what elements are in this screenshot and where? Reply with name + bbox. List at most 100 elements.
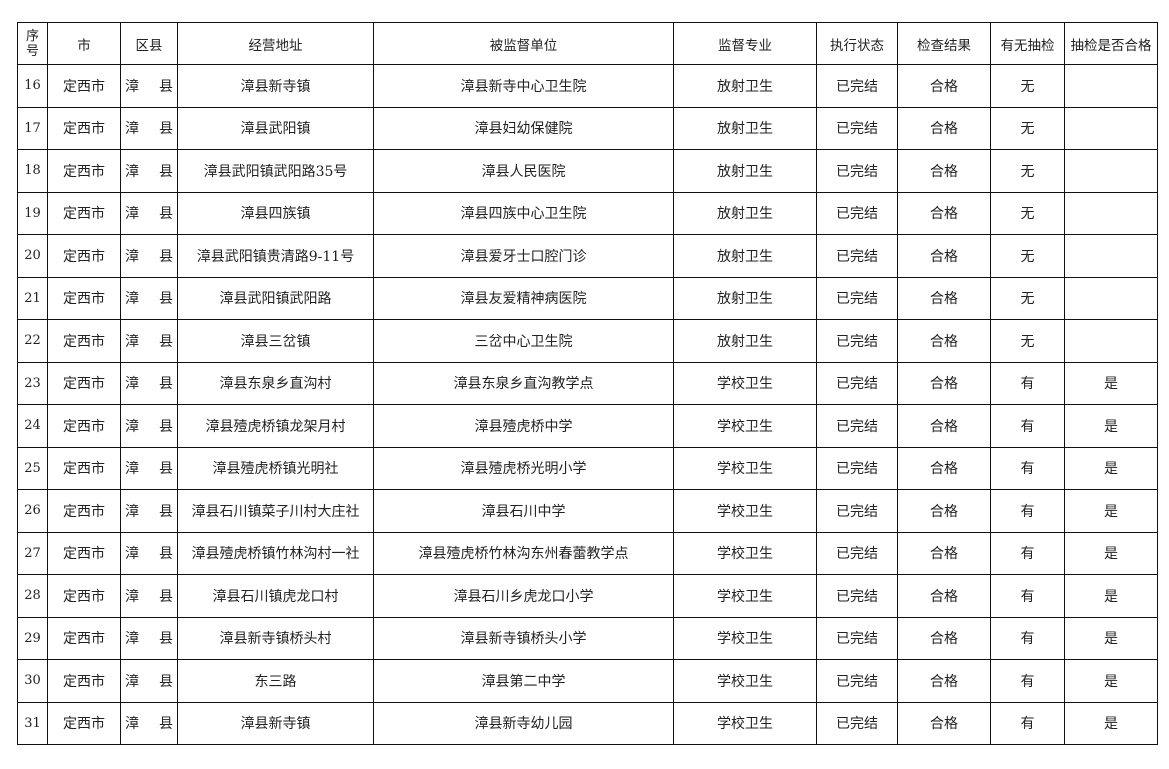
cell-address: 漳县武阳镇 — [177, 106, 374, 150]
cell-result: 合格 — [897, 659, 991, 703]
cell-city: 定西市 — [47, 659, 121, 703]
cell-specialty: 放射卫生 — [673, 191, 817, 235]
cell-city: 定西市 — [47, 489, 121, 533]
cell-result: 合格 — [897, 404, 991, 448]
cell-status: 已完结 — [816, 659, 898, 703]
cell-unit: 漳县东泉乡直沟教学点 — [373, 361, 674, 405]
cell-city: 定西市 — [47, 64, 121, 108]
cell-seq: 29 — [17, 616, 48, 660]
cell-district: 漳 县 — [120, 319, 178, 363]
cell-sampling-qualified: 是 — [1064, 659, 1158, 703]
cell-status: 已完结 — [816, 149, 898, 193]
cell-status: 已完结 — [816, 319, 898, 363]
cell-unit: 漳县爱牙士口腔门诊 — [373, 234, 674, 278]
cell-result: 合格 — [897, 616, 991, 660]
cell-seq: 26 — [17, 489, 48, 533]
cell-result: 合格 — [897, 489, 991, 533]
cell-district: 漳 县 — [120, 106, 178, 150]
table-row: 31 定西市漳 县漳县新寺镇 漳县新寺幼儿园 学校卫生 已完结 合格有是 — [17, 701, 1158, 745]
cell-sampling: 无 — [990, 234, 1065, 278]
cell-result: 合格 — [897, 446, 991, 490]
cell-sampling: 有 — [990, 659, 1065, 703]
cell-result: 合格 — [897, 701, 991, 745]
cell-address: 漳县新寺镇 — [177, 701, 374, 745]
cell-result: 合格 — [897, 319, 991, 363]
cell-district: 漳 县 — [120, 149, 178, 193]
cell-city: 定西市 — [47, 191, 121, 235]
cell-result: 合格 — [897, 64, 991, 108]
header-unit: 被监督单位 — [373, 22, 674, 65]
cell-specialty: 放射卫生 — [673, 106, 817, 150]
header-address: 经营地址 — [177, 22, 374, 65]
cell-sampling-qualified: 是 — [1064, 616, 1158, 660]
cell-address: 漳县东泉乡直沟村 — [177, 361, 374, 405]
cell-status: 已完结 — [816, 276, 898, 320]
table-row: 27 定西市漳 县漳县殪虎桥镇竹林沟村一社 漳县殪虎桥竹林沟东州春蕾教学点 学校卫生已… — [17, 531, 1158, 575]
cell-specialty: 放射卫生 — [673, 276, 817, 320]
cell-sampling-qualified: 是 — [1064, 531, 1158, 575]
cell-address: 东三路 — [177, 659, 374, 703]
cell-result: 合格 — [897, 361, 991, 405]
cell-unit: 漳县第二中学 — [373, 659, 674, 703]
header-city: 市 — [47, 22, 121, 65]
cell-result: 合格 — [897, 191, 991, 235]
cell-address: 漳县四族镇 — [177, 191, 374, 235]
cell-address: 漳县新寺镇 — [177, 64, 374, 108]
cell-seq: 18 — [17, 149, 48, 193]
cell-city: 定西市 — [47, 531, 121, 575]
header-district: 区县 — [120, 22, 178, 65]
cell-specialty: 学校卫生 — [673, 659, 817, 703]
cell-address: 漳县石川镇虎龙口村 — [177, 574, 374, 618]
cell-seq: 16 — [17, 64, 48, 108]
cell-specialty: 学校卫生 — [673, 446, 817, 490]
cell-seq: 25 — [17, 446, 48, 490]
cell-address: 漳县殪虎桥镇龙架月村 — [177, 404, 374, 448]
table-row: 21 定西市漳 县漳县武阳镇武阳路 漳县友爱精神病医院 放射卫生 已完结 合格无 — [17, 276, 1158, 320]
cell-seq: 22 — [17, 319, 48, 363]
table-row: 20 定西市漳 县漳县武阳镇贵清路9-11号 漳县爱牙士口腔门诊 放射卫生 已完结 合格无 — [17, 234, 1158, 278]
cell-result: 合格 — [897, 276, 991, 320]
cell-district: 漳 县 — [120, 361, 178, 405]
cell-sampling: 无 — [990, 319, 1065, 363]
cell-status: 已完结 — [816, 191, 898, 235]
cell-specialty: 放射卫生 — [673, 319, 817, 363]
cell-district: 漳 县 — [120, 531, 178, 575]
cell-sampling: 无 — [990, 106, 1065, 150]
cell-specialty: 学校卫生 — [673, 616, 817, 660]
cell-result: 合格 — [897, 531, 991, 575]
table-row: 19 定西市漳 县漳县四族镇 漳县四族中心卫生院 放射卫生 已完结 合格无 — [17, 191, 1158, 235]
cell-address: 漳县殪虎桥镇竹林沟村一社 — [177, 531, 374, 575]
header-row: 序号市区县 经营地址 被监督单位 监督专业 执行状态 检查结果 有无抽检 抽检是否合格 — [17, 22, 1158, 65]
cell-specialty: 学校卫生 — [673, 489, 817, 533]
cell-sampling: 有 — [990, 489, 1065, 533]
cell-city: 定西市 — [47, 446, 121, 490]
cell-sampling-qualified: 是 — [1064, 489, 1158, 533]
cell-sampling: 有 — [990, 404, 1065, 448]
cell-sampling: 无 — [990, 276, 1065, 320]
cell-city: 定西市 — [47, 574, 121, 618]
cell-status: 已完结 — [816, 64, 898, 108]
table-row: 22 定西市漳 县漳县三岔镇 三岔中心卫生院 放射卫生 已完结 合格无 — [17, 319, 1158, 363]
table-row: 28 定西市漳 县漳县石川镇虎龙口村 漳县石川乡虎龙口小学 学校卫生 已完结 合格有是 — [17, 574, 1158, 618]
cell-district: 漳 县 — [120, 489, 178, 533]
cell-sampling-qualified — [1064, 234, 1158, 278]
cell-seq: 19 — [17, 191, 48, 235]
cell-specialty: 学校卫生 — [673, 404, 817, 448]
cell-seq: 21 — [17, 276, 48, 320]
cell-unit: 漳县新寺幼儿园 — [373, 701, 674, 745]
cell-unit: 漳县新寺中心卫生院 — [373, 64, 674, 108]
cell-sampling: 有 — [990, 531, 1065, 575]
header-specialty: 监督专业 — [673, 22, 817, 65]
table-row: 23 定西市漳 县漳县东泉乡直沟村 漳县东泉乡直沟教学点 学校卫生 已完结 合格有是 — [17, 361, 1158, 405]
cell-sampling-qualified: 是 — [1064, 361, 1158, 405]
cell-status: 已完结 — [816, 446, 898, 490]
cell-address: 漳县殪虎桥镇光明社 — [177, 446, 374, 490]
table-row: 18 定西市漳 县漳县武阳镇武阳路35号 漳县人民医院 放射卫生 已完结 合格无 — [17, 149, 1158, 193]
cell-sampling-qualified — [1064, 319, 1158, 363]
cell-address: 漳县新寺镇桥头村 — [177, 616, 374, 660]
cell-address: 漳县武阳镇贵清路9-11号 — [177, 234, 374, 278]
header-sampling: 有无抽检 — [990, 22, 1065, 65]
cell-district: 漳 县 — [120, 616, 178, 660]
cell-sampling: 无 — [990, 149, 1065, 193]
cell-status: 已完结 — [816, 106, 898, 150]
